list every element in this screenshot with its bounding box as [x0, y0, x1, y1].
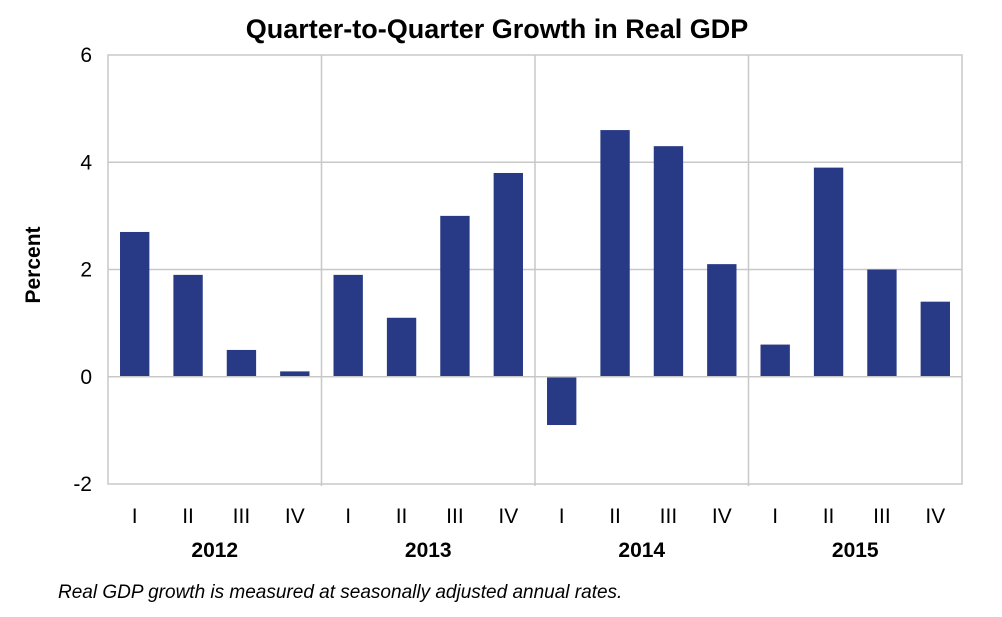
y-axis-label: Percent [22, 226, 45, 303]
bar [653, 146, 684, 377]
x-tick-label: II [396, 505, 408, 528]
y-tick-label: 4 [80, 151, 92, 174]
x-tick-label: III [660, 505, 678, 528]
bar [493, 172, 523, 377]
x-tick-label: III [233, 505, 251, 528]
x-tick-label: IV [925, 505, 945, 528]
bar [333, 274, 363, 377]
x-group-label: 2013 [405, 539, 452, 562]
x-group-label: 2015 [832, 539, 879, 562]
bar [600, 130, 630, 377]
x-tick-label: III [446, 505, 464, 528]
bar [120, 231, 150, 377]
bar [920, 301, 950, 377]
y-tick-label: 6 [80, 44, 92, 67]
x-tick-label: I [772, 505, 778, 528]
bar [813, 167, 844, 377]
y-tick-label: 0 [80, 366, 92, 389]
x-tick-label: II [609, 505, 621, 528]
bar [280, 371, 310, 377]
x-tick-label: III [873, 505, 891, 528]
bar [760, 344, 790, 377]
x-tick-label: I [559, 505, 565, 528]
x-group-label: 2014 [618, 539, 665, 562]
y-tick-label: -2 [73, 473, 92, 496]
x-tick-label: I [345, 505, 351, 528]
bar [707, 264, 737, 377]
bar [440, 215, 470, 377]
bar [386, 317, 417, 377]
x-tick-label: II [182, 505, 194, 528]
x-tick-label: I [132, 505, 138, 528]
bar [547, 376, 577, 426]
bar [226, 349, 257, 377]
x-tick-label: IV [712, 505, 732, 528]
x-group-label: 2012 [191, 539, 238, 562]
bar [867, 269, 897, 377]
y-tick-label: 2 [80, 259, 92, 282]
chart-title: Quarter-to-Quarter Growth in Real GDP [246, 14, 749, 44]
x-tick-label: IV [498, 505, 518, 528]
bar [173, 274, 203, 377]
chart-footnote: Real GDP growth is measured at seasonall… [58, 582, 622, 603]
x-tick-label: IV [285, 505, 305, 528]
x-tick-label: II [823, 505, 835, 528]
